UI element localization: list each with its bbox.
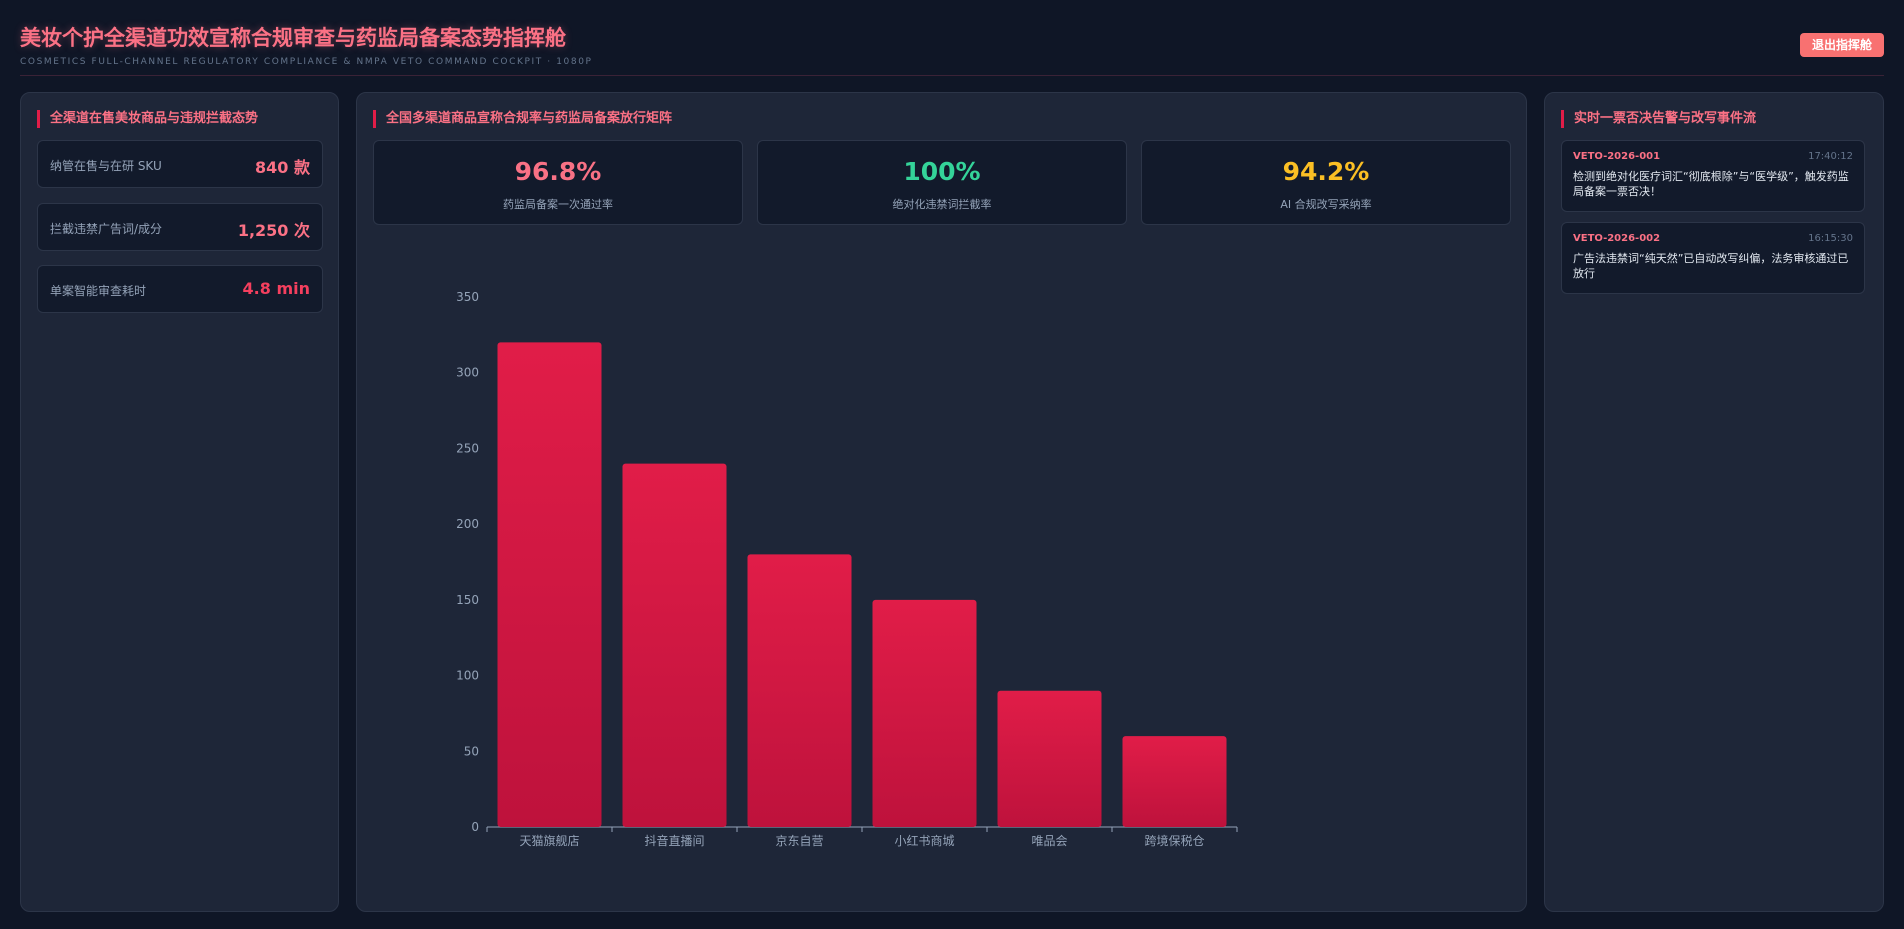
- header: 美妆个护全渠道功效宣称合规审查与药监局备案态势指挥舱 COSMETICS FUL…: [20, 22, 1884, 76]
- y-tick-label: 0: [471, 820, 479, 834]
- stat-value: 1,250 次: [237, 221, 310, 240]
- left-panel: 全渠道在售美妆商品与违规拦截态势 纳管在售与在研 SKU 840 款 拦截违禁广…: [20, 92, 339, 912]
- x-tick-label: 唯品会: [1031, 834, 1067, 848]
- x-tick-label: 京东自营: [775, 834, 823, 848]
- bar-5[interactable]: [1122, 736, 1227, 827]
- event-id: VETO-2026-002: [1573, 233, 1661, 244]
- kpi-card-ai-rewrite: 94.2% AI 合规改写采纳率: [1141, 140, 1511, 225]
- bar-0[interactable]: [497, 342, 602, 827]
- stat-card-sku: 纳管在售与在研 SKU 840 款: [37, 140, 323, 188]
- right-panel: 实时一票否决告警与改写事件流 VETO-2026-001 17:40:12 检测…: [1544, 92, 1884, 912]
- event-time: 16:15:30: [1808, 233, 1853, 244]
- right-panel-title: 实时一票否决告警与改写事件流: [1561, 110, 1756, 128]
- channel-bar-chart: 0 50 100 150 200 250 300 350 天猫旗舰店 抖音直播间 京东自营 小红书商城…: [357, 93, 1528, 917]
- event-id: VETO-2026-001: [1573, 151, 1661, 162]
- exit-cockpit-button[interactable]: 退出指挥舱: [1800, 33, 1884, 57]
- event-item[interactable]: VETO-2026-002 16:15:30 广告法违禁词“纯天然”已自动改写纠…: [1561, 222, 1865, 294]
- kpi-value: 96.8%: [514, 157, 602, 186]
- stat-label: 单案智能审查耗时: [50, 284, 147, 298]
- bar-chart-svg: 0 50 100 150 200 250 300 350 天猫旗舰店 抖音直播间 京东自营 小红书商城…: [456, 290, 1238, 848]
- y-tick-label: 150: [456, 593, 479, 607]
- event-time: 17:40:12: [1808, 151, 1853, 162]
- center-panel-title: 全国多渠道商品宣称合规率与药监局备案放行矩阵: [373, 110, 672, 128]
- bar-2[interactable]: [747, 554, 852, 827]
- stat-value: 840 款: [255, 158, 310, 177]
- y-tick-label: 200: [456, 517, 479, 531]
- kpi-label: 绝对化违禁词拦截率: [892, 198, 992, 211]
- page-title: 美妆个护全渠道功效宣称合规审查与药监局备案态势指挥舱: [20, 26, 566, 50]
- stat-card-intercepts: 拦截违禁广告词/成分 1,250 次: [37, 203, 323, 251]
- bar-4[interactable]: [997, 690, 1102, 827]
- stat-label: 拦截违禁广告词/成分: [50, 222, 163, 236]
- bar-3[interactable]: [872, 599, 977, 827]
- event-item[interactable]: VETO-2026-001 17:40:12 检测到绝对化医疗词汇“彻底根除”与…: [1561, 140, 1865, 212]
- bar-1[interactable]: [622, 463, 727, 827]
- kpi-value: 100%: [903, 157, 981, 186]
- x-tick-label: 天猫旗舰店: [519, 833, 579, 848]
- left-panel-title: 全渠道在售美妆商品与违规拦截态势: [37, 110, 258, 128]
- kpi-label: AI 合规改写采纳率: [1280, 198, 1372, 211]
- stat-card-review-time: 单案智能审查耗时 4.8 min: [37, 265, 323, 313]
- kpi-value: 94.2%: [1282, 157, 1370, 186]
- event-text: 广告法违禁词“纯天然”已自动改写纠偏，法务审核通过已放行: [1573, 252, 1849, 280]
- x-tick-label: 跨境保税仓: [1144, 833, 1204, 848]
- page-subtitle: COSMETICS FULL-CHANNEL REGULATORY COMPLI…: [20, 57, 593, 67]
- y-tick-label: 50: [464, 744, 479, 758]
- y-tick-label: 100: [456, 669, 479, 683]
- stat-label: 纳管在售与在研 SKU: [50, 159, 162, 173]
- y-tick-label: 250: [456, 441, 479, 455]
- kpi-card-ban-word-rate: 100% 绝对化违禁词拦截率: [757, 140, 1127, 225]
- event-text: 检测到绝对化医疗词汇“彻底根除”与“医学级”，触发药监局备案一票否决！: [1573, 170, 1849, 198]
- x-tick-label: 小红书商城: [894, 833, 954, 848]
- kpi-label: 药监局备案一次通过率: [503, 198, 613, 211]
- x-tick-label: 抖音直播间: [644, 833, 704, 848]
- y-tick-label: 300: [456, 366, 479, 380]
- center-panel: 全国多渠道商品宣称合规率与药监局备案放行矩阵 96.8% 药监局备案一次通过率 …: [356, 92, 1527, 912]
- kpi-card-filing-pass: 96.8% 药监局备案一次通过率: [373, 140, 743, 225]
- stat-value: 4.8 min: [242, 279, 310, 298]
- y-tick-label: 350: [456, 290, 479, 304]
